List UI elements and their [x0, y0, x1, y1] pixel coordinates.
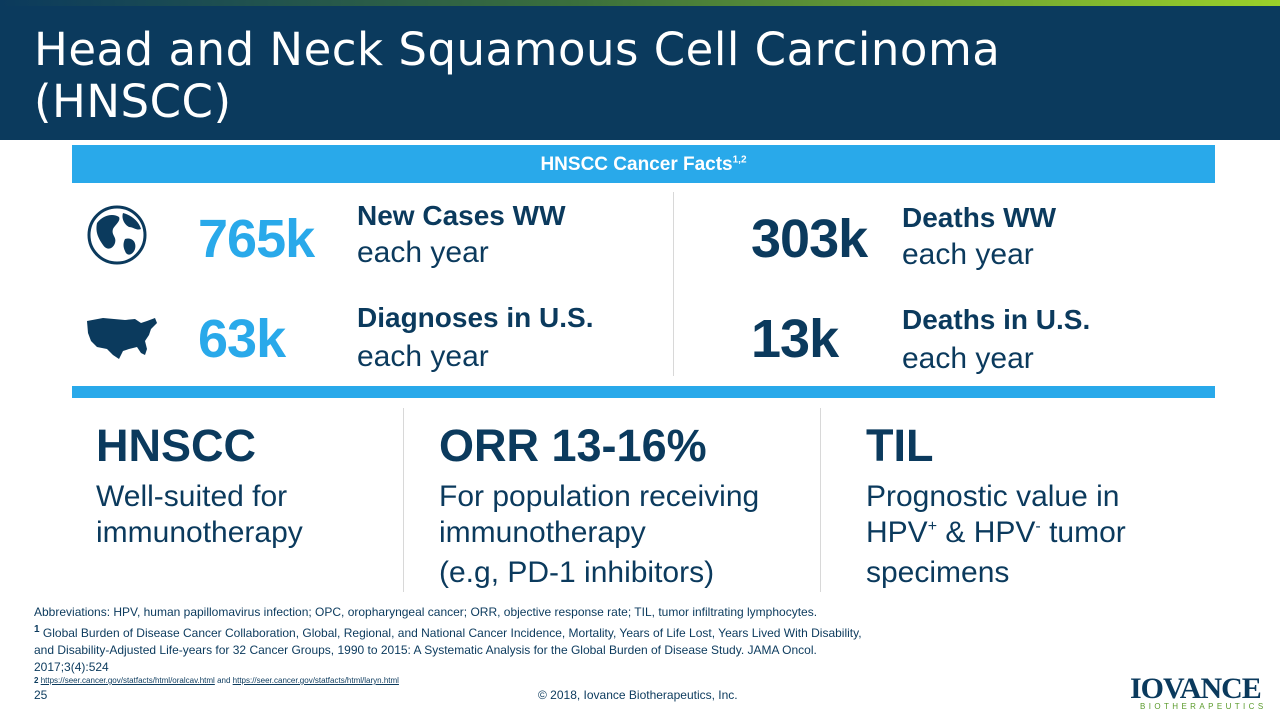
- reference-2: 2 https://seer.cancer.gov/statfacts/html…: [34, 676, 399, 685]
- logo-subtitle: BIOTHERAPEUTICS: [1140, 702, 1267, 711]
- reference-1-line3: 2017;3(4):524: [34, 660, 109, 674]
- globe-icon: [87, 205, 147, 265]
- hnscc-line1: Well-suited for: [96, 480, 288, 513]
- orr-line3: (e.g, PD-1 inhibitors): [439, 556, 715, 589]
- title-banner: Head and Neck Squamous Cell Carcinoma (H…: [0, 6, 1280, 140]
- til-line1: Prognostic value in: [866, 480, 1120, 513]
- hnscc-heading: HNSCC: [96, 420, 257, 471]
- seer-larynx-link[interactable]: https://seer.cancer.gov/statfacts/html/l…: [232, 676, 399, 685]
- reference-2-marker: 2: [34, 676, 39, 685]
- usa-map-icon: [87, 318, 157, 359]
- deaths-ww-sub: each year: [902, 238, 1034, 271]
- slide-title-line1: Head and Neck Squamous Cell Carcinoma: [34, 23, 1001, 76]
- diagnoses-us-value: 63k: [198, 309, 286, 369]
- facts-bottom-rule: [72, 386, 1215, 398]
- slide-title: Head and Neck Squamous Cell Carcinoma (H…: [34, 24, 1234, 128]
- reference-1-marker: 1: [34, 624, 40, 635]
- facts-heading-refs: 1,2: [732, 154, 747, 166]
- reference-1-line2: and Disability-Adjusted Life-years for 3…: [34, 643, 817, 657]
- hpv-text-c: tumor: [1040, 516, 1126, 549]
- hpv-text-b: & HPV: [937, 516, 1036, 549]
- seer-oral-cavity-link[interactable]: https://seer.cancer.gov/statfacts/html/o…: [40, 676, 215, 685]
- orr-line2: immunotherapy: [439, 516, 646, 549]
- deaths-us-value: 13k: [751, 309, 839, 369]
- orr-line1: For population receiving: [439, 480, 760, 513]
- orr-heading: ORR 13-16%: [439, 420, 707, 471]
- deaths-ww-label: Deaths WW: [902, 202, 1056, 233]
- facts-heading: HNSCC Cancer Facts1,2: [72, 154, 1215, 176]
- facts-heading-bar: HNSCC Cancer Facts1,2: [72, 145, 1215, 183]
- new-cases-ww-value: 765k: [198, 209, 315, 269]
- column-divider-1: [403, 408, 404, 592]
- diagnoses-us-sub: each year: [357, 340, 489, 373]
- iovance-logo: IOVANCE BIOTHERAPEUTICS: [1130, 672, 1263, 712]
- reference-1-text: Global Burden of Disease Cancer Collabor…: [39, 626, 862, 640]
- copyright-notice: © 2018, Iovance Biotherapeutics, Inc.: [538, 688, 738, 702]
- diagnoses-us-label: Diagnoses in U.S.: [357, 302, 594, 333]
- column-divider-2: [820, 408, 821, 592]
- hnscc-line2: immunotherapy: [96, 516, 303, 549]
- til-line2: HPV+ & HPV- tumor: [866, 516, 1126, 550]
- til-line3: specimens: [866, 556, 1010, 589]
- footnotes: Abbreviations: HPV, human papillomavirus…: [34, 604, 1034, 676]
- abbreviations-note: Abbreviations: HPV, human papillomavirus…: [34, 605, 818, 619]
- reference-1: 1 Global Burden of Disease Cancer Collab…: [34, 621, 1034, 642]
- facts-divider: [673, 192, 674, 376]
- til-heading: TIL: [866, 420, 934, 471]
- facts-heading-text: HNSCC Cancer Facts: [540, 154, 733, 175]
- slide-title-line2: (HNSCC): [34, 75, 232, 128]
- new-cases-ww-label: New Cases WW: [357, 200, 566, 231]
- page-number: 25: [34, 688, 48, 702]
- hpv-minus-sup: -: [1035, 518, 1041, 535]
- hpv-plus-sup: +: [927, 518, 938, 535]
- logo-wordmark: IOVANCE: [1130, 672, 1262, 705]
- reference-2-and: and: [214, 676, 233, 685]
- deaths-us-sub: each year: [902, 342, 1034, 375]
- deaths-us-label: Deaths in U.S.: [902, 304, 1091, 335]
- new-cases-ww-sub: each year: [357, 236, 489, 269]
- hpv-text-a: HPV: [866, 516, 928, 549]
- deaths-ww-value: 303k: [751, 209, 868, 269]
- top-accent-bar: [0, 0, 1280, 6]
